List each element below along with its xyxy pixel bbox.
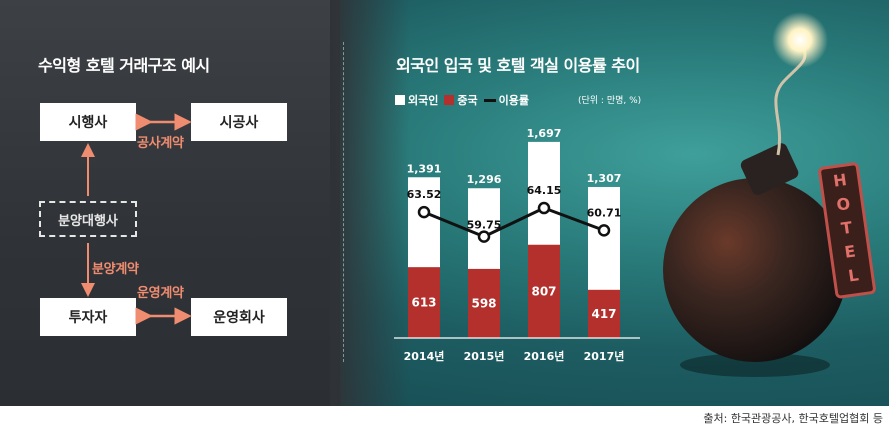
occupancy-line <box>423 206 605 239</box>
foreigners-value-label: 1,307 <box>587 172 622 185</box>
china-bar <box>588 289 620 338</box>
constructor-box: 시공사 <box>191 103 287 141</box>
legend-occupancy-label: 이용률 <box>498 94 529 107</box>
occupancy-point <box>597 224 611 237</box>
relation-arrows <box>81 113 192 325</box>
x-tick-label: 2015년 <box>464 349 505 363</box>
china-value-label: 417 <box>591 307 616 321</box>
foreigners-value-label: 1,296 <box>467 173 502 186</box>
operation-contract-label: 운영계약 <box>137 286 184 301</box>
legend-china-swatch <box>444 95 455 105</box>
occupancy-value-label: 60.71 <box>587 206 622 219</box>
spark-icon <box>772 12 828 68</box>
hotel-sign-letter: L <box>847 265 860 285</box>
sales-contract-label: 분양계약 <box>92 262 139 277</box>
china-bar <box>408 267 440 338</box>
legend-foreigners-swatch <box>395 95 405 105</box>
legend-occupancy: 이용률 <box>483 92 529 108</box>
source-note: 출처: 한국관광공사, 한국호텔업협회 등 <box>703 412 883 425</box>
bomb-shadow <box>680 353 830 377</box>
china-bar <box>528 244 560 338</box>
chart-title: 외국인 입국 및 호텔 객실 이용률 추이 <box>396 56 640 75</box>
occupancy-value-label: 64.15 <box>527 184 562 197</box>
chart-unit: (단위 : 만명, %) <box>578 96 642 106</box>
developer-box: 시행사 <box>40 103 136 141</box>
hotel-sign: H O T E L <box>818 162 876 299</box>
hotel-sign-letter: O <box>835 194 851 215</box>
bomb-cap <box>740 143 799 195</box>
section-divider <box>343 42 344 362</box>
legend-foreigners: 외국인 <box>395 92 438 108</box>
legend-occupancy-swatch <box>483 98 496 102</box>
occupancy-value-label: 59.75 <box>467 219 502 232</box>
operator-box: 운영회사 <box>191 298 287 336</box>
x-tick-label: 2017년 <box>584 349 625 363</box>
chart-legend: 외국인 중국 이용률 <box>395 92 535 108</box>
bomb-illustration: H O T E L <box>663 12 876 377</box>
foreigners-value-label: 1,391 <box>407 162 442 175</box>
legend-china: 중국 <box>444 92 478 108</box>
occupancy-point <box>537 201 551 215</box>
china-value-label: 807 <box>531 284 556 298</box>
foreigners-value-label: 1,697 <box>527 127 562 140</box>
occupancy-point <box>477 230 491 243</box>
sales-agent-box: 분양대행사 <box>39 201 137 237</box>
chart-area: 1,391 613 2014년 1,296 598 2015년 1,697 807 2016년 1… <box>394 127 640 363</box>
hotel-sign-letter: T <box>840 218 854 238</box>
legend-foreigners-label: 외국인 <box>408 94 439 107</box>
bomb-body <box>663 178 847 362</box>
x-tick-label: 2016년 <box>524 349 565 363</box>
china-value-label: 598 <box>471 296 496 310</box>
x-tick-label: 2014년 <box>404 349 445 363</box>
china-bar <box>468 268 500 338</box>
occupancy-point <box>417 205 431 219</box>
hotel-sign-letter: H <box>832 170 848 191</box>
construction-contract-label: 공사계약 <box>137 136 184 151</box>
investor-box: 투자자 <box>40 298 136 336</box>
hotel-sign-letter: E <box>843 242 856 262</box>
structure-title: 수익형 호텔 거래구조 예시 <box>38 56 210 75</box>
occupancy-value-label: 63.52 <box>407 188 442 201</box>
china-value-label: 613 <box>411 296 436 310</box>
infographic-panel: 수익형 호텔 거래구조 예시 시행사 시공사 분양대행사 투자자 운영회사 공사… <box>0 0 889 406</box>
legend-china-label: 중국 <box>457 94 478 107</box>
